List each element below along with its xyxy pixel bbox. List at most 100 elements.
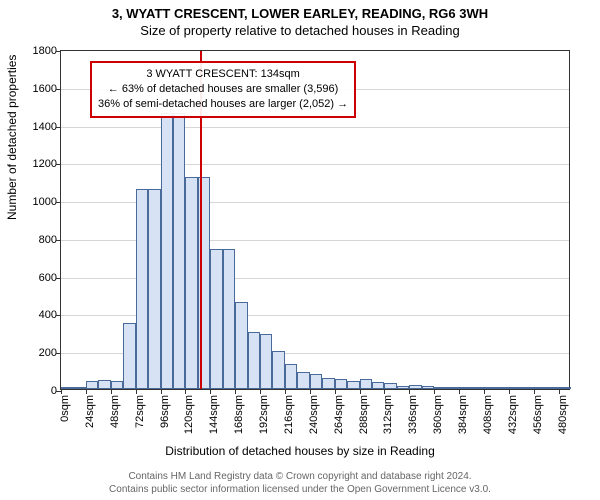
annotation-line: 36% of semi-detached houses are larger (… <box>98 97 348 112</box>
x-tick-label: 96sqm <box>159 395 171 428</box>
x-tick-mark <box>484 389 485 394</box>
x-tick-mark <box>534 389 535 394</box>
x-tick-mark <box>161 389 162 394</box>
x-tick-label: 240sqm <box>308 395 320 434</box>
x-tick-mark <box>210 389 211 394</box>
histogram-bar <box>210 249 222 389</box>
x-tick-label: 336sqm <box>407 395 419 434</box>
histogram-bar <box>322 378 334 389</box>
y-tick-label: 1200 <box>17 158 61 170</box>
x-tick-label: 144sqm <box>208 395 220 434</box>
y-tick-label: 0 <box>17 385 61 397</box>
y-tick-label: 400 <box>17 309 61 321</box>
title-line-1: 3, WYATT CRESCENT, LOWER EARLEY, READING… <box>0 6 600 21</box>
x-tick-mark <box>235 389 236 394</box>
x-tick-label: 48sqm <box>109 395 121 428</box>
y-tick-label: 1000 <box>17 196 61 208</box>
grid-line <box>61 164 569 165</box>
x-tick-label: 480sqm <box>557 395 569 434</box>
histogram-bar <box>272 351 284 389</box>
histogram-bar <box>422 386 434 389</box>
x-tick-mark <box>509 389 510 394</box>
y-tick-label: 1600 <box>17 83 61 95</box>
x-tick-label: 408sqm <box>482 395 494 434</box>
x-tick-mark <box>260 389 261 394</box>
histogram-bar <box>297 372 309 389</box>
x-tick-label: 216sqm <box>283 395 295 434</box>
histogram-bar <box>496 387 508 389</box>
y-tick-mark <box>56 278 61 279</box>
histogram-bar <box>185 177 197 389</box>
y-tick-mark <box>56 164 61 165</box>
y-tick-mark <box>56 89 61 90</box>
x-tick-mark <box>185 389 186 394</box>
histogram-bar <box>335 379 347 389</box>
x-tick-label: 72sqm <box>134 395 146 428</box>
x-tick-label: 120sqm <box>183 395 195 434</box>
x-tick-mark <box>434 389 435 394</box>
histogram-bar <box>434 387 446 389</box>
histogram-bar <box>161 113 173 389</box>
y-tick-mark <box>56 315 61 316</box>
histogram-bar <box>546 387 558 389</box>
x-tick-label: 0sqm <box>59 395 71 422</box>
y-tick-mark <box>56 240 61 241</box>
x-tick-label: 288sqm <box>358 395 370 434</box>
x-tick-label: 264sqm <box>333 395 345 434</box>
histogram-bar <box>285 364 297 389</box>
histogram-bar <box>459 387 471 389</box>
x-tick-mark <box>61 389 62 394</box>
histogram-bar <box>136 189 148 389</box>
x-tick-label: 432sqm <box>507 395 519 434</box>
x-tick-mark <box>111 389 112 394</box>
histogram-bar <box>347 381 359 390</box>
histogram-bar <box>111 381 123 390</box>
histogram-bar <box>471 387 483 389</box>
footer-line-1: Contains HM Land Registry data © Crown c… <box>0 471 600 484</box>
x-tick-label: 24sqm <box>84 395 96 428</box>
histogram-bar <box>559 387 571 389</box>
histogram-bar <box>534 387 546 389</box>
y-tick-mark <box>56 127 61 128</box>
annotation-box: 3 WYATT CRESCENT: 134sqm← 63% of detache… <box>90 61 356 118</box>
y-tick-mark <box>56 51 61 52</box>
title-line-2: Size of property relative to detached ho… <box>0 23 600 38</box>
histogram-bar <box>73 387 85 389</box>
x-tick-label: 312sqm <box>382 395 394 434</box>
x-tick-mark <box>459 389 460 394</box>
x-tick-mark <box>360 389 361 394</box>
histogram-bar <box>223 249 235 389</box>
annotation-line: 3 WYATT CRESCENT: 134sqm <box>98 67 348 82</box>
x-tick-label: 360sqm <box>432 395 444 434</box>
histogram-bar <box>447 387 459 389</box>
histogram-bar <box>86 381 98 390</box>
chart-title-block: 3, WYATT CRESCENT, LOWER EARLEY, READING… <box>0 0 600 38</box>
histogram-bar <box>521 387 533 389</box>
x-tick-mark <box>409 389 410 394</box>
annotation-line: ← 63% of detached houses are smaller (3,… <box>98 82 348 97</box>
x-tick-mark <box>285 389 286 394</box>
histogram-bar <box>384 383 396 389</box>
x-tick-label: 456sqm <box>532 395 544 434</box>
histogram-bar <box>310 374 322 389</box>
histogram-bar <box>235 302 247 389</box>
x-tick-mark <box>559 389 560 394</box>
y-tick-mark <box>56 202 61 203</box>
histogram-bar <box>484 387 496 389</box>
histogram-bar <box>397 386 409 389</box>
grid-line <box>61 127 569 128</box>
histogram-bar <box>123 323 135 389</box>
histogram-bar <box>61 387 73 389</box>
histogram-bar <box>372 382 384 389</box>
y-tick-label: 600 <box>17 272 61 284</box>
x-tick-mark <box>384 389 385 394</box>
y-tick-label: 800 <box>17 234 61 246</box>
histogram-bar <box>509 387 521 389</box>
x-tick-label: 168sqm <box>233 395 245 434</box>
x-tick-label: 384sqm <box>457 395 469 434</box>
x-tick-mark <box>335 389 336 394</box>
x-tick-label: 192sqm <box>258 395 270 434</box>
histogram-bar <box>248 332 260 389</box>
y-tick-label: 200 <box>17 347 61 359</box>
chart-area: 0200400600800100012001400160018000sqm24s… <box>60 50 570 390</box>
